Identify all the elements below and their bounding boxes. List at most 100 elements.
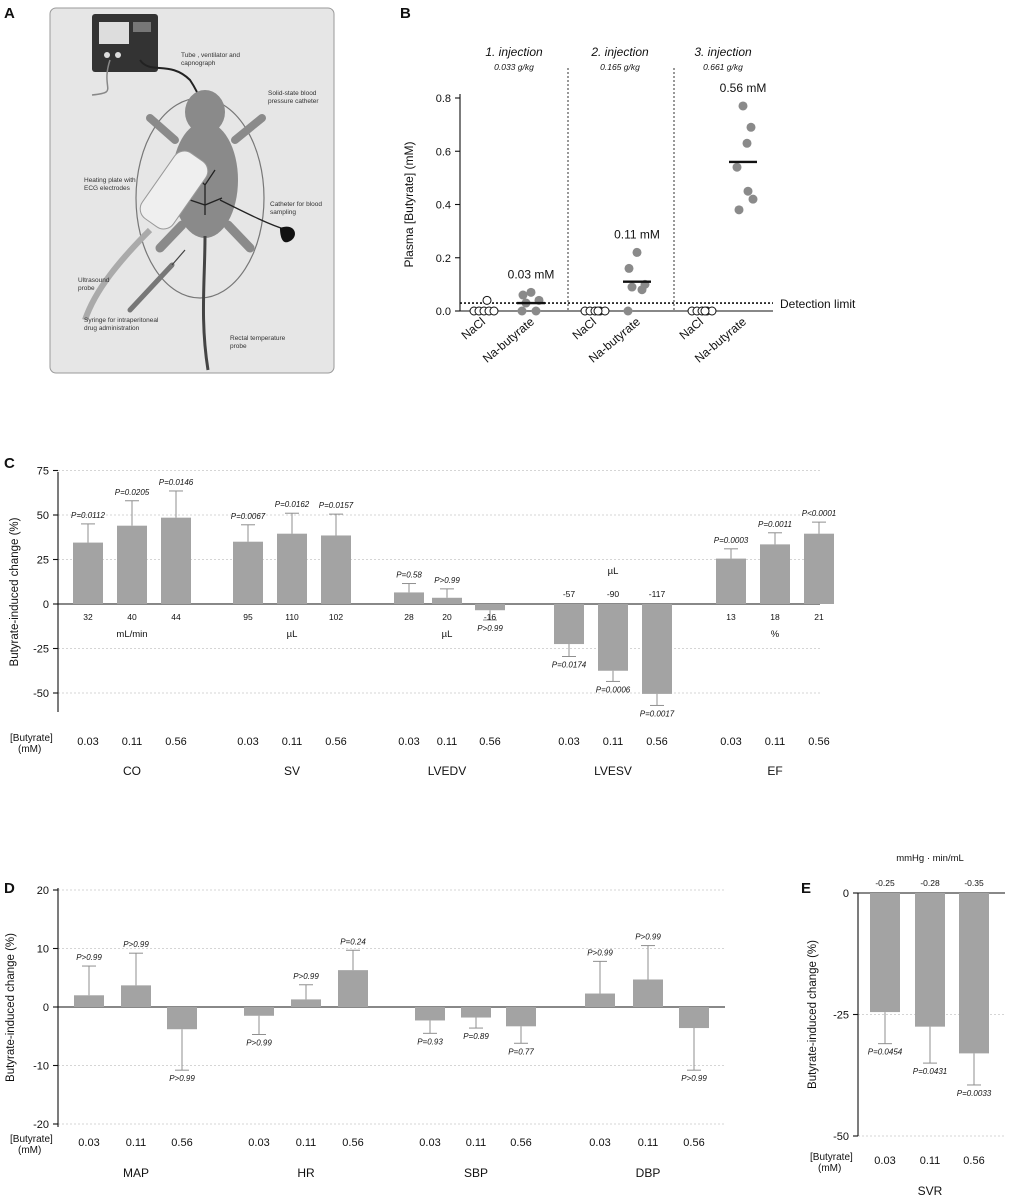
injection-title: 3. injection	[694, 45, 752, 59]
bar	[121, 985, 151, 1007]
parameter-label: SVR	[918, 1184, 943, 1198]
bar	[598, 604, 628, 671]
p-value-label: P=0.0146	[159, 478, 194, 487]
concentration-label: 0.56	[171, 1137, 192, 1149]
parameter-label: LVEDV	[428, 764, 466, 778]
annotation-label: Solid-state blood pressure catheter	[268, 90, 319, 105]
parameter-label: DBP	[636, 1166, 661, 1180]
y-axis-title: Plasma [Butyrate] (mM)	[402, 141, 416, 267]
injection-title: 2. injection	[590, 45, 649, 59]
concentration-unit: (mM)	[18, 1145, 41, 1156]
absolute-change-label: 28	[404, 612, 414, 622]
bar	[475, 604, 505, 611]
annotation-label: Rectal temperature probe	[230, 335, 286, 350]
category-label: Na-butyrate	[480, 314, 537, 365]
panel-a-label: A	[4, 5, 15, 22]
p-value-label: P=0.89	[463, 1032, 489, 1041]
bar	[233, 541, 263, 604]
absolute-change-label: -16	[484, 612, 497, 622]
bar	[959, 893, 989, 1054]
concentration-label: 0.56	[510, 1137, 531, 1149]
bar	[73, 542, 103, 604]
y-tick-label: 0	[43, 1002, 49, 1014]
absolute-change-label: 21	[814, 612, 824, 622]
unit-label: µL	[608, 566, 619, 577]
panel-c-label: C	[4, 455, 15, 472]
concentration-label: 0.56	[963, 1155, 984, 1167]
p-value-label: P=0.58	[396, 571, 422, 580]
unit-label: mmHg · min/mL	[896, 853, 964, 864]
p-value-label: P>0.99	[169, 1074, 195, 1083]
injection-dose: 0.033 g/kg	[494, 62, 534, 72]
butyrate-point	[746, 122, 756, 132]
concentration-label: 0.11	[437, 736, 458, 748]
y-axis-title: Butyrate-induced change (%)	[5, 933, 17, 1082]
mean-label: 0.03 mM	[508, 267, 555, 281]
panel-e-svr: -50 -25 0 Butyrate-induced change (%) [Butyr…	[807, 853, 1005, 1198]
absolute-change-label: 13	[726, 612, 736, 622]
y-tick-label: -50	[33, 688, 49, 700]
p-value-label: P=0.0454	[868, 1048, 903, 1057]
concentration-unit: (mM)	[18, 744, 41, 755]
bar	[415, 1007, 445, 1021]
panel-d-hemodynamics: -20 -10 0 10 20 Butyrate-induced change (%) [B…	[5, 885, 725, 1180]
butyrate-point	[738, 101, 748, 111]
butyrate-point	[734, 205, 744, 215]
absolute-change-label: 32	[83, 612, 93, 622]
parameter-label: EF	[767, 764, 782, 778]
mean-label: 0.11 mM	[614, 227, 660, 241]
parameter-label: SBP	[464, 1166, 488, 1180]
concentration-label: 0.11	[638, 1137, 659, 1149]
p-value-label: P=0.77	[508, 1047, 534, 1056]
p-value-label: P>0.99	[246, 1038, 272, 1047]
parameter-label: LVESV	[594, 764, 632, 778]
absolute-change-label: -0.35	[964, 878, 984, 888]
concentration-label: 0.03	[589, 1137, 610, 1149]
p-value-label: P>0.99	[123, 940, 149, 949]
experimental-setup-illustration: Tube , ventilator and capnograph Solid-st…	[49, 7, 335, 374]
absolute-change-label: -117	[649, 589, 666, 599]
bar	[506, 1007, 536, 1027]
y-tick-label: 0.2	[436, 253, 451, 265]
y-tick-label: -20	[33, 1119, 49, 1131]
concentration-label: 0.11	[126, 1137, 147, 1149]
p-value-label: P=0.0431	[913, 1067, 947, 1076]
y-tick-label: 0.0	[436, 306, 451, 318]
syringe-icon	[127, 262, 175, 313]
bar	[338, 970, 368, 1007]
concentration-label: 0.03	[720, 736, 741, 748]
butyrate-point	[623, 306, 633, 316]
unit-label: µL	[287, 629, 298, 640]
p-value-label: P>0.99	[477, 624, 503, 633]
butyrate-point	[732, 162, 742, 172]
absolute-change-label: 18	[770, 612, 780, 622]
butyrate-point	[742, 138, 752, 148]
absolute-change-label: -90	[607, 589, 620, 599]
p-value-label: P=0.0112	[71, 511, 105, 520]
p-value-label: P=0.0174	[552, 661, 587, 670]
unit-label: %	[771, 629, 780, 640]
concentration-label: 0.56	[342, 1137, 363, 1149]
bar	[277, 533, 307, 604]
butyrate-point	[637, 285, 647, 295]
p-value-label: P>0.99	[587, 948, 613, 957]
y-tick-label: 0	[843, 888, 849, 900]
concentration-label: 0.03	[248, 1137, 269, 1149]
butyrate-point	[624, 263, 634, 273]
concentration-label: 0.03	[874, 1155, 895, 1167]
bar	[633, 979, 663, 1007]
p-value-label: P=0.0011	[758, 520, 792, 529]
panel-b-plasma-butyrate: 0.0 0.2 0.4 0.6 0.8 Plasma [Butyrate] (mM) Det…	[402, 45, 856, 366]
absolute-change-label: 20	[442, 612, 452, 622]
bar	[167, 1007, 197, 1030]
concentration-label: 0.11	[466, 1137, 487, 1149]
absolute-change-label: -0.25	[875, 878, 895, 888]
concentration-label: 0.56	[683, 1137, 704, 1149]
y-tick-label: 50	[37, 510, 49, 522]
panel-e-label: E	[801, 880, 811, 897]
p-value-label: P=0.24	[340, 937, 366, 946]
injection-dose: 0.165 g/kg	[600, 62, 640, 72]
butyrate-point	[632, 247, 642, 257]
panel-c-cardiac-function: -50 -25 0 25 50 75 Butyrate-induced change (%)…	[9, 466, 836, 779]
